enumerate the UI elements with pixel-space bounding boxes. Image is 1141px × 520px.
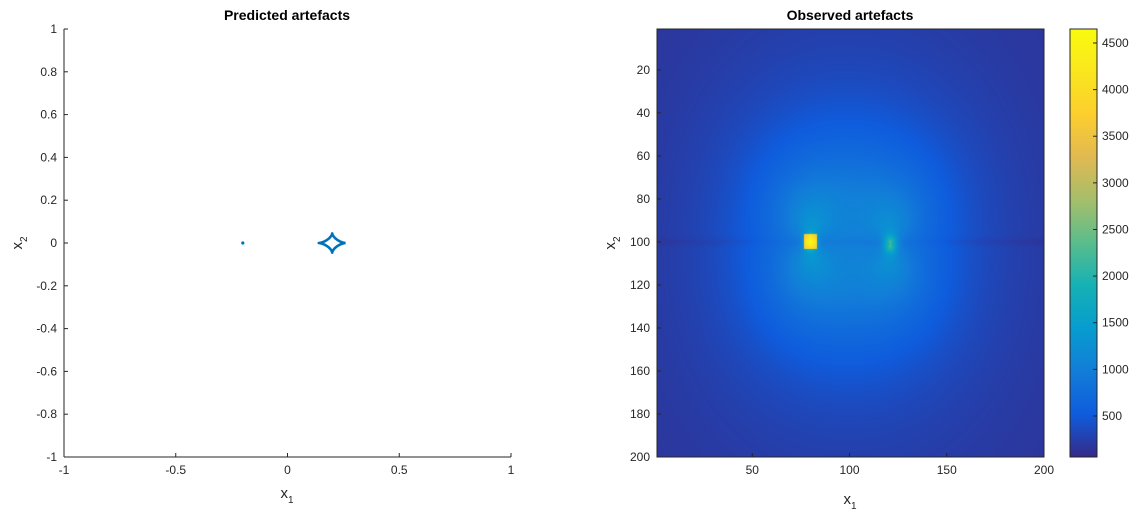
- data-point: [241, 241, 245, 245]
- right-y-tick-label: 80: [637, 192, 651, 206]
- colorbar-tick-label: 2500: [1102, 222, 1129, 236]
- heatmap-canvas: [657, 29, 1044, 457]
- left-y-tick-label: 0.6: [40, 108, 57, 122]
- right-y-tick-label: 160: [630, 364, 650, 378]
- right-y-axis-label-main: x: [602, 242, 619, 250]
- left-x-axis-label: x1: [280, 485, 294, 506]
- right-y-tick-label: 40: [637, 106, 651, 120]
- colorbar-tick-label: 500: [1102, 409, 1122, 423]
- right-y-tick-label: 200: [630, 450, 650, 464]
- left-x-axis-label-sub: 1: [288, 495, 294, 506]
- right-x-axis-label: x1: [843, 491, 857, 512]
- left-y-ticks: -1 -0.8 -0.6 -0.4 -0.2 0 0.2 0.4 0.6 0.8 1: [36, 22, 68, 464]
- left-x-tick-label: -0.5: [165, 463, 186, 477]
- right-y-tick-label: 120: [630, 278, 650, 292]
- right-y-axis-label: x2: [602, 236, 623, 250]
- left-plot-area: [64, 29, 511, 457]
- left-y-tick-label: 0: [50, 236, 57, 250]
- right-x-axis-label-sub: 1: [851, 501, 857, 512]
- observed-artefacts-plot: Observed artefacts 50 100 150 200 20 40 60 80 1…: [602, 7, 1054, 512]
- colorbar-tick-label: 3000: [1102, 176, 1129, 190]
- left-x-ticks: -1 -0.5 0 0.5 1: [59, 453, 515, 477]
- colorbar-tick-label: 2000: [1102, 269, 1129, 283]
- left-y-tick-label: -0.6: [36, 364, 57, 378]
- colorbar-gradient: [1069, 28, 1098, 458]
- left-y-tick-label: -0.8: [36, 407, 57, 421]
- right-y-tick-label: 180: [630, 407, 650, 421]
- right-y-tick-label: 20: [637, 63, 651, 77]
- left-y-tick-label: 0.8: [40, 65, 57, 79]
- caustic-curve: [317, 232, 347, 254]
- right-x-ticks: 50 100 150 200: [746, 453, 1054, 477]
- colorbar-tick-label: 1500: [1102, 316, 1129, 330]
- right-x-tick-label: 50: [746, 463, 760, 477]
- colorbar-tick-label: 4500: [1102, 36, 1129, 50]
- left-x-tick-label: 1: [508, 463, 515, 477]
- left-x-tick-label: 0: [284, 463, 291, 477]
- left-y-axis-label-main: x: [9, 242, 26, 250]
- right-y-axis-label-sub: 2: [612, 236, 623, 242]
- right-x-tick-label: 200: [1034, 463, 1054, 477]
- left-x-tick-label: -1: [59, 463, 70, 477]
- left-plot-marks: [241, 232, 347, 254]
- left-y-tick-label: -0.4: [36, 322, 57, 336]
- left-chart-title: Predicted artefacts: [224, 7, 350, 23]
- predicted-artefacts-plot: Predicted artefacts -1 -0.5 0 0.5 1 -1 -0.8 -0…: [9, 7, 515, 506]
- right-y-tick-label: 140: [630, 321, 650, 335]
- colorbar-tick-label: 4000: [1102, 83, 1129, 97]
- colorbar-tick-label: 1000: [1102, 362, 1129, 376]
- left-y-tick-label: -0.2: [36, 279, 57, 293]
- heatmap-frame: [656, 28, 1045, 458]
- left-x-tick-label: 0.5: [391, 463, 408, 477]
- left-y-tick-label: 0.2: [40, 193, 57, 207]
- right-chart-title: Observed artefacts: [787, 7, 914, 23]
- right-y-tick-label: 60: [637, 149, 651, 163]
- right-y-ticks: 20 40 60 80 100 120 140 160 180 200: [630, 63, 661, 464]
- left-y-axis-label: x2: [9, 236, 30, 250]
- left-x-axis-label-main: x: [280, 485, 288, 502]
- left-y-axis-label-sub: 2: [19, 236, 30, 242]
- heatmap-image: [657, 29, 1044, 457]
- left-y-tick-label: 1: [50, 22, 57, 36]
- right-x-axis-label-main: x: [843, 491, 851, 508]
- right-x-tick-label: 150: [937, 463, 957, 477]
- right-x-tick-label: 100: [840, 463, 860, 477]
- colorbar-tick-label: 3500: [1102, 129, 1129, 143]
- colorbar-ticks: 500 1000 1500 2000 2500 3000 3500 4000 4500: [1093, 36, 1129, 423]
- right-y-tick-label: 100: [630, 235, 650, 249]
- colorbar: 500 1000 1500 2000 2500 3000 3500 4000 4500: [1069, 28, 1129, 458]
- left-y-tick-label: -1: [46, 450, 57, 464]
- left-y-tick-label: 0.4: [40, 150, 57, 164]
